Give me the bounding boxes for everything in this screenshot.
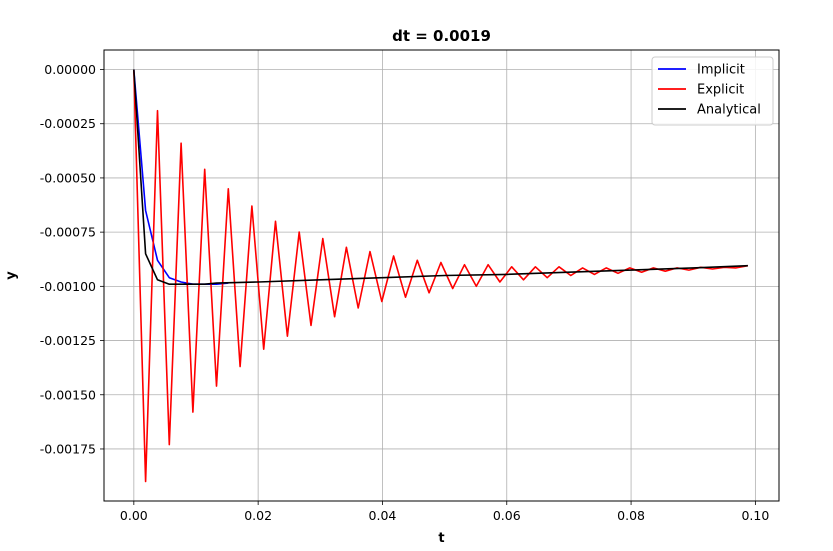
legend-entry: Analytical [697,103,761,118]
x-tick-label: 0.04 [369,508,397,523]
legend-box [651,56,774,126]
x-tick-label: 0.08 [617,508,645,523]
series-layer [133,69,749,483]
y-tick-label: -0.00125 [40,333,96,348]
plot-frame [103,49,780,502]
y-tick-label: -0.00150 [40,387,96,402]
legend-entry: Explicit [697,83,744,98]
x-tick-label: 0.10 [741,508,769,523]
y-tick-label: 0.00000 [44,62,96,77]
x-tick-label: 0.00 [120,508,148,523]
legend-entry: Implicit [697,63,745,78]
series-line-analytical [133,69,748,286]
x-tick-label: 0.06 [493,508,521,523]
legend: Implicit Explicit Analytical [651,56,774,126]
y-tick-label: -0.00100 [40,279,96,294]
series-line-explicit [133,69,749,483]
x-axis: 0.00 0.02 0.04 0.06 0.08 0.10 [120,501,769,523]
x-tick-label: 0.02 [244,508,272,523]
y-axis-label: y [4,271,19,280]
y-tick-label: -0.00075 [40,225,96,240]
series-line-implicit [133,69,229,286]
y-tick-label: -0.00025 [40,116,96,131]
x-axis-label: t [438,531,444,546]
y-tick-label: -0.00050 [40,170,96,185]
y-axis: 0.00000 -0.00025 -0.00050 -0.00075 -0.00100 -… [40,62,104,456]
y-tick-label: -0.00175 [40,441,96,456]
chart-title: dt = 0.0019 [392,27,491,45]
